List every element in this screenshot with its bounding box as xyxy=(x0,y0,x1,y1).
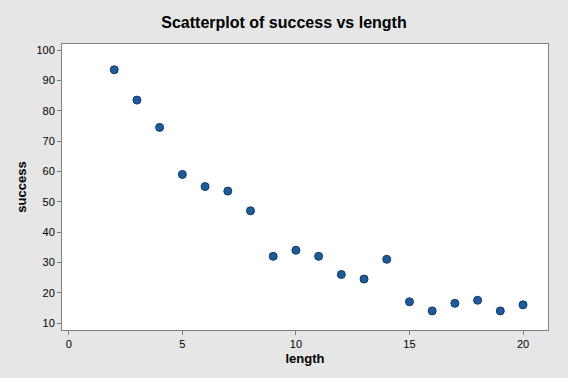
svg-text:Scatterplot of success vs leng: Scatterplot of success vs length xyxy=(161,14,406,31)
svg-text:40: 40 xyxy=(43,226,55,238)
svg-text:5: 5 xyxy=(179,338,185,350)
svg-text:20: 20 xyxy=(517,338,529,350)
svg-text:80: 80 xyxy=(43,105,55,117)
svg-text:70: 70 xyxy=(43,135,55,147)
svg-text:20: 20 xyxy=(43,287,55,299)
svg-text:15: 15 xyxy=(403,338,415,350)
svg-text:50: 50 xyxy=(43,196,55,208)
svg-text:10: 10 xyxy=(290,338,302,350)
svg-text:success: success xyxy=(14,161,29,212)
svg-text:0: 0 xyxy=(66,338,72,350)
svg-text:100: 100 xyxy=(36,44,54,56)
svg-text:length: length xyxy=(286,351,325,366)
svg-text:30: 30 xyxy=(43,256,55,268)
svg-text:10: 10 xyxy=(43,317,55,329)
svg-text:60: 60 xyxy=(43,165,55,177)
svg-text:90: 90 xyxy=(43,74,55,86)
